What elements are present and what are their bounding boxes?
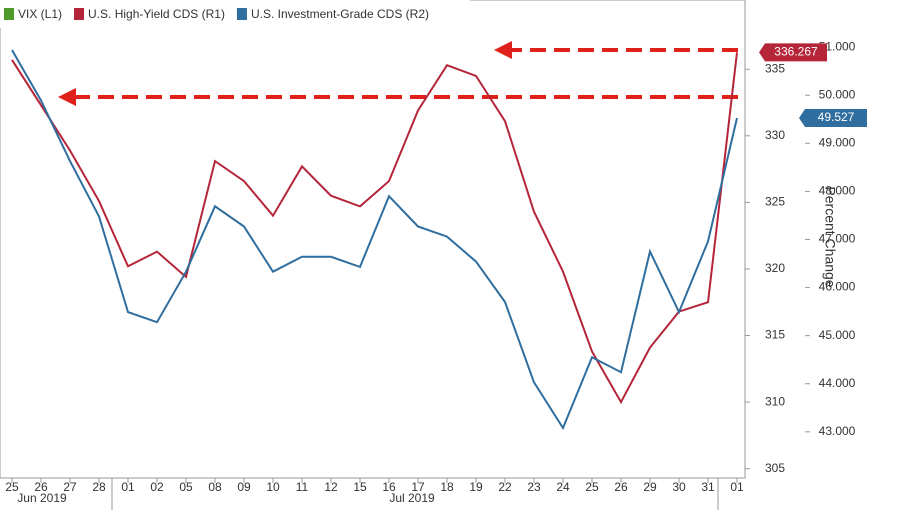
- y2-tick-label: 51.000: [819, 39, 856, 53]
- y2-tick-label: 50.000: [819, 87, 856, 101]
- arrow-head: [494, 41, 512, 59]
- x-tick-label: 09: [237, 480, 251, 494]
- x-tick-label: 22: [498, 480, 512, 494]
- x-tick-label: 08: [208, 480, 222, 494]
- x-tick-label: 26: [34, 480, 48, 494]
- series-line: [11, 52, 738, 405]
- x-tick-label: 15: [353, 480, 367, 494]
- legend-swatch: [74, 8, 85, 20]
- value-label: 49.527: [818, 110, 855, 124]
- x-tick-label: 25: [585, 480, 599, 494]
- x-tick-label: 29: [643, 480, 657, 494]
- x-tick-label: 18: [440, 480, 454, 494]
- legend-label: U.S. Investment-Grade CDS (R2): [251, 7, 429, 21]
- x-tick-label: 17: [411, 480, 425, 494]
- x-tick-label: 28: [92, 480, 106, 494]
- legend-label: U.S. High-Yield CDS (R1): [88, 7, 225, 21]
- x-tick-label: 24: [556, 480, 570, 494]
- y2-tick-label: 44.000: [819, 376, 856, 390]
- x-tick-label: 01: [121, 480, 135, 494]
- y-tick-label: 305: [765, 461, 785, 475]
- x-tick-label: 31: [701, 480, 715, 494]
- month-label: Jun 2019: [17, 491, 67, 505]
- legend-label: VIX (L1): [18, 7, 62, 21]
- value-label-box: [799, 108, 867, 127]
- y-tick-label: 320: [765, 261, 785, 275]
- x-tick-label: 12: [324, 480, 338, 494]
- x-tick-label: 19: [469, 480, 483, 494]
- y2-tick-label: 47.000: [819, 232, 856, 246]
- legend: VIX (L1) U.S. High-Yield CDS (R1) U.S. Inv…: [0, 0, 470, 28]
- x-tick-label: 10: [266, 480, 280, 494]
- x-tick-label: 16: [382, 480, 396, 494]
- month-label: Jul 2019: [389, 491, 435, 505]
- y-tick-label: 310: [765, 394, 785, 408]
- y-tick-label: 315: [765, 328, 785, 342]
- y-tick-label: 335: [765, 61, 785, 75]
- y-tick-label: 330: [765, 128, 785, 142]
- x-tick-label: 05: [179, 480, 193, 494]
- y2-tick-label: 45.000: [819, 328, 856, 342]
- y-tick-label: 325: [765, 195, 785, 209]
- x-tick-label: 27: [63, 480, 77, 494]
- y2-tick-label: 48.000: [819, 184, 856, 198]
- value-label-box: [759, 43, 827, 62]
- y2-tick-label: 43.000: [819, 424, 856, 438]
- y2-tick-label: 49.000: [819, 135, 856, 149]
- x-tick-label: 25: [5, 480, 19, 494]
- y2-axis-label: Percent Change: [822, 186, 838, 287]
- legend-swatch: [236, 8, 247, 20]
- x-tick-label: 23: [527, 480, 541, 494]
- x-tick-label: 26: [614, 480, 628, 494]
- annotation-arrows: [58, 41, 738, 106]
- arrow-head: [58, 88, 76, 106]
- legend-swatch: [4, 8, 14, 20]
- x-tick-label: 30: [672, 480, 686, 494]
- value-label: 336.267: [774, 45, 818, 59]
- x-tick-label: 01: [730, 480, 744, 494]
- y2-tick-label: 46.000: [819, 280, 856, 294]
- series-line: [11, 49, 738, 431]
- x-tick-label: 02: [150, 480, 164, 494]
- x-tick-label: 11: [296, 480, 309, 494]
